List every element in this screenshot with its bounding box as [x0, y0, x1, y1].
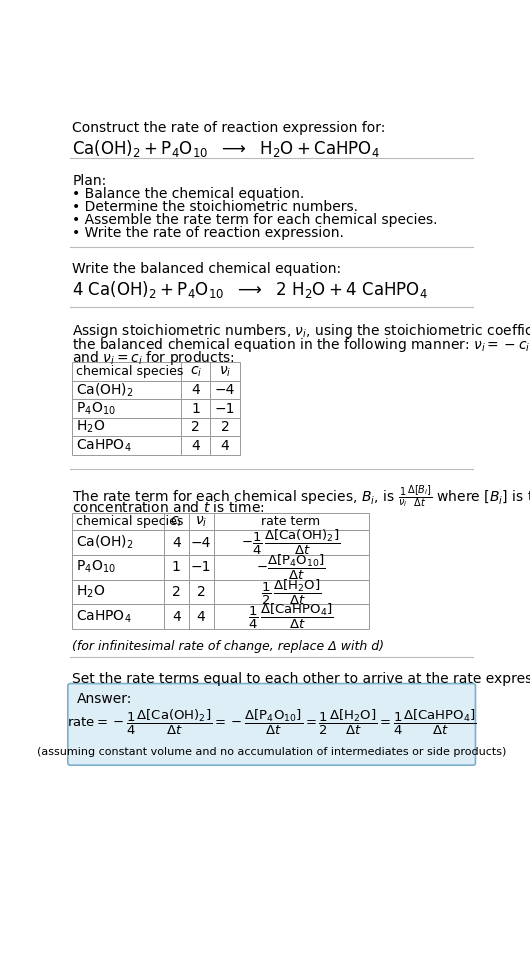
Text: chemical species: chemical species — [76, 515, 184, 528]
Text: 1: 1 — [172, 561, 181, 574]
Text: and $\nu_i = c_i$ for products:: and $\nu_i = c_i$ for products: — [73, 349, 235, 367]
Bar — [73, 555, 368, 579]
Text: 1: 1 — [191, 402, 200, 416]
Text: 2: 2 — [191, 420, 200, 434]
Text: $\dfrac{1}{4}\,\dfrac{\Delta[\mathrm{CaHPO_4}]}{\Delta t}$: $\dfrac{1}{4}\,\dfrac{\Delta[\mathrm{CaH… — [248, 602, 334, 631]
Text: 2: 2 — [197, 585, 206, 599]
Text: −4: −4 — [191, 536, 211, 550]
Text: 2: 2 — [172, 585, 181, 599]
Text: $\mathrm{Ca(OH)_2}$: $\mathrm{Ca(OH)_2}$ — [76, 534, 134, 552]
Text: 4: 4 — [221, 439, 229, 453]
Text: $\mathrm{P_4O_{10}}$: $\mathrm{P_4O_{10}}$ — [76, 559, 116, 575]
Text: $\mathrm{CaHPO_4}$: $\mathrm{CaHPO_4}$ — [76, 437, 132, 454]
Text: $\mathrm{Ca(OH)_2}$: $\mathrm{Ca(OH)_2}$ — [76, 381, 134, 399]
Text: Plan:: Plan: — [73, 173, 107, 188]
Text: $\mathrm{H_2O}$: $\mathrm{H_2O}$ — [76, 584, 105, 600]
Text: $\mathrm{H_2O}$: $\mathrm{H_2O}$ — [76, 418, 105, 435]
Text: −4: −4 — [215, 383, 235, 397]
Text: 4: 4 — [172, 536, 181, 550]
Text: rate term: rate term — [261, 515, 321, 528]
Text: The rate term for each chemical species, $B_i$, is $\frac{1}{\nu_i}\frac{\Delta[: The rate term for each chemical species,… — [73, 484, 530, 511]
Text: $c_i$: $c_i$ — [190, 365, 202, 379]
Text: chemical species: chemical species — [76, 366, 184, 378]
Text: $\mathrm{4\ Ca(OH)_2 + P_4O_{10}\ \ \longrightarrow\ \ 2\ H_2O + 4\ CaHPO_4}$: $\mathrm{4\ Ca(OH)_2 + P_4O_{10}\ \ \lon… — [73, 279, 428, 300]
Bar — [73, 605, 368, 629]
Text: 4: 4 — [172, 610, 181, 623]
Bar — [73, 514, 368, 530]
Text: Set the rate terms equal to each other to arrive at the rate expression:: Set the rate terms equal to each other t… — [73, 672, 530, 686]
Bar — [73, 363, 240, 381]
Text: Assign stoichiometric numbers, $\nu_i$, using the stoichiometric coefficients, $: Assign stoichiometric numbers, $\nu_i$, … — [73, 322, 530, 340]
Text: $\nu_i$: $\nu_i$ — [219, 365, 231, 379]
Text: 4: 4 — [191, 383, 200, 397]
FancyBboxPatch shape — [68, 684, 475, 765]
Text: −1: −1 — [215, 402, 235, 416]
Bar — [73, 417, 240, 436]
Text: $\mathrm{Ca(OH)_2 + P_4O_{10}\ \ \longrightarrow\ \ H_2O + CaHPO_4}$: $\mathrm{Ca(OH)_2 + P_4O_{10}\ \ \longri… — [73, 138, 380, 160]
Text: $-\dfrac{1}{4}\,\dfrac{\Delta[\mathrm{Ca(OH)_2}]}{\Delta t}$: $-\dfrac{1}{4}\,\dfrac{\Delta[\mathrm{Ca… — [241, 528, 341, 558]
Bar — [73, 530, 368, 555]
Text: 4: 4 — [197, 610, 206, 623]
Bar — [73, 381, 240, 400]
Text: • Assemble the rate term for each chemical species.: • Assemble the rate term for each chemic… — [73, 213, 438, 227]
Text: the balanced chemical equation in the following manner: $\nu_i = -c_i$ for react: the balanced chemical equation in the fo… — [73, 335, 530, 354]
Text: −1: −1 — [191, 561, 211, 574]
Text: concentration and $t$ is time:: concentration and $t$ is time: — [73, 500, 265, 514]
Text: Answer:: Answer: — [77, 692, 132, 706]
Text: Construct the rate of reaction expression for:: Construct the rate of reaction expressio… — [73, 122, 386, 135]
Text: $\mathrm{CaHPO_4}$: $\mathrm{CaHPO_4}$ — [76, 609, 132, 625]
Text: $\mathrm{P_4O_{10}}$: $\mathrm{P_4O_{10}}$ — [76, 401, 116, 416]
Text: 2: 2 — [221, 420, 229, 434]
Text: $-\dfrac{\Delta[\mathrm{P_4O_{10}}]}{\Delta t}$: $-\dfrac{\Delta[\mathrm{P_4O_{10}}]}{\De… — [256, 553, 326, 582]
Bar — [73, 579, 368, 605]
Text: $\dfrac{1}{2}\,\dfrac{\Delta[\mathrm{H_2O}]}{\Delta t}$: $\dfrac{1}{2}\,\dfrac{\Delta[\mathrm{H_2… — [261, 577, 321, 607]
Bar — [73, 400, 240, 417]
Text: 4: 4 — [191, 439, 200, 453]
Text: $\nu_i$: $\nu_i$ — [195, 514, 207, 529]
Bar — [73, 436, 240, 455]
Text: $c_i$: $c_i$ — [170, 514, 182, 529]
Text: (for infinitesimal rate of change, replace Δ with d): (for infinitesimal rate of change, repla… — [73, 640, 384, 653]
Text: (assuming constant volume and no accumulation of intermediates or side products): (assuming constant volume and no accumul… — [37, 747, 506, 758]
Text: • Determine the stoichiometric numbers.: • Determine the stoichiometric numbers. — [73, 200, 358, 214]
Text: $\mathrm{rate} = -\dfrac{1}{4}\dfrac{\Delta[\mathrm{Ca(OH)_2}]}{\Delta t} = -\df: $\mathrm{rate} = -\dfrac{1}{4}\dfrac{\De… — [67, 709, 476, 737]
Text: • Write the rate of reaction expression.: • Write the rate of reaction expression. — [73, 226, 344, 240]
Text: Write the balanced chemical equation:: Write the balanced chemical equation: — [73, 263, 341, 276]
Text: • Balance the chemical equation.: • Balance the chemical equation. — [73, 187, 305, 201]
